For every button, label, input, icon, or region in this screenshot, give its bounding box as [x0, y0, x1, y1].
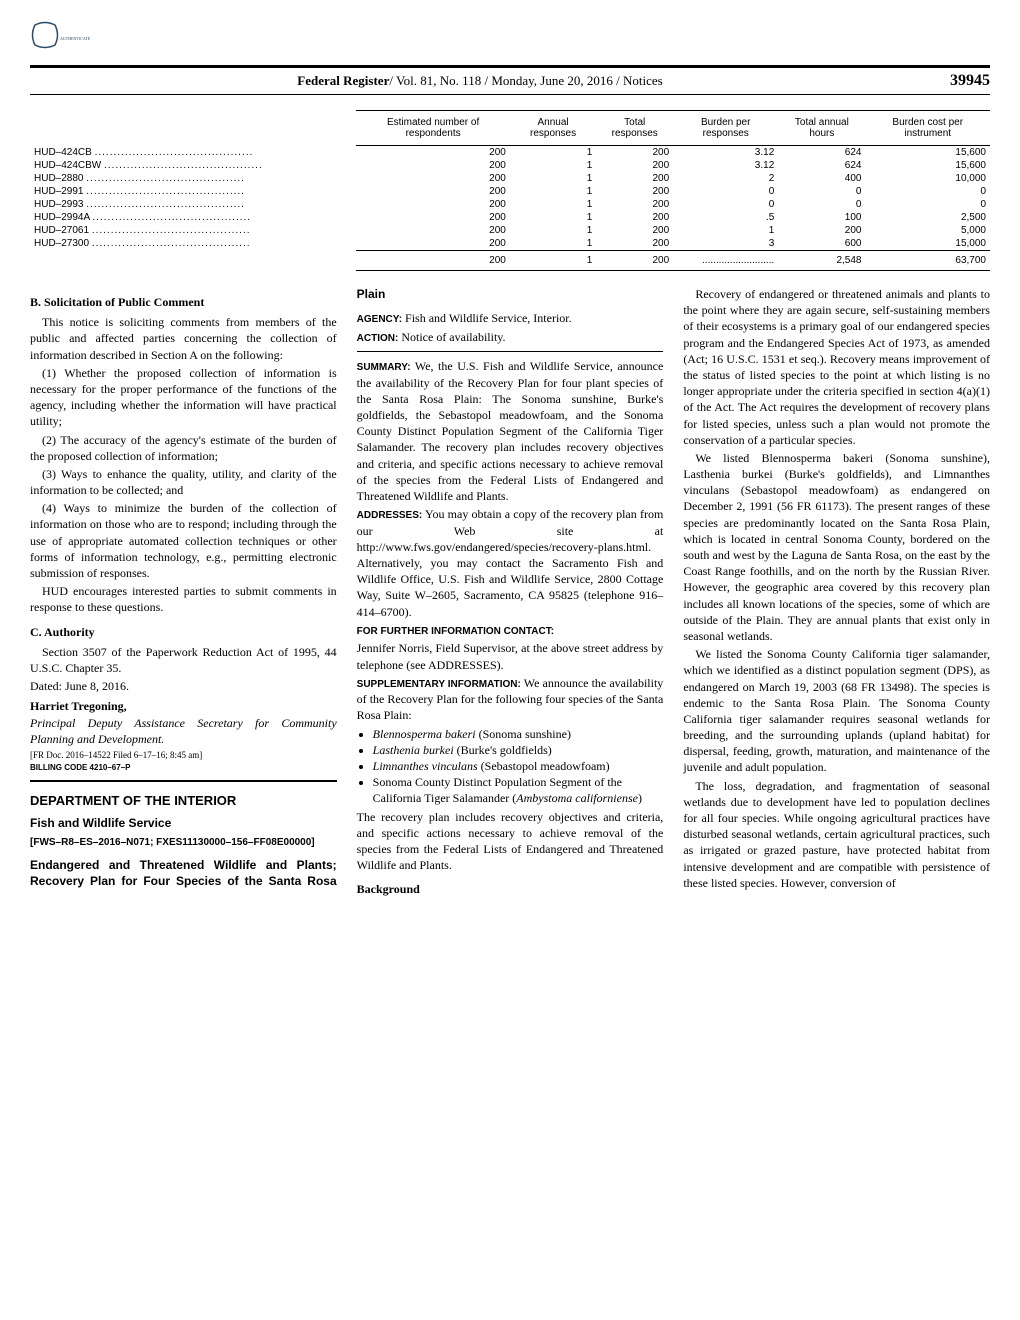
signature-title: Principal Deputy Assistance Secretary fo… — [30, 715, 337, 747]
gpo-seal-icon: AUTHENTICATED — [30, 20, 90, 60]
divider — [30, 780, 337, 782]
table-row: HUD–27061 ..............................… — [30, 224, 990, 237]
col-annual: Annual responses — [510, 111, 596, 146]
supplementary-after: The recovery plan includes recovery obje… — [357, 809, 664, 874]
service-heading: Fish and Wildlife Service — [30, 815, 337, 831]
page-number: 39945 — [930, 72, 990, 90]
list-item: Lasthenia burkei (Burke's goldfields) — [373, 742, 664, 758]
col-estimated: Estimated number of respondents — [356, 111, 509, 146]
table-row: HUD–2994A ..............................… — [30, 211, 990, 224]
section-b-p5: (4) Ways to minimize the burden of the c… — [30, 500, 337, 581]
col-burden-cost: Burden cost per instrument — [865, 111, 990, 146]
col-total-hours: Total annual hours — [778, 111, 865, 146]
list-item: Blennosperma bakeri (Sonoma sunshine) — [373, 726, 664, 742]
table-row: HUD–2880 ...............................… — [30, 172, 990, 185]
section-c-p1: Section 3507 of the Paperwork Reduction … — [30, 644, 337, 676]
docket-number: [FWS–R8–ES–2016–N071; FXES11130000–156–F… — [30, 836, 337, 850]
background-p4: The loss, degradation, and fragmentation… — [683, 778, 990, 891]
table-row: HUD–2993 ...............................… — [30, 198, 990, 211]
fr-doc-filing: [FR Doc. 2016–14522 Filed 6–17–16; 8:45 … — [30, 749, 337, 761]
agency-line: AGENCY: Fish and Wildlife Service, Inter… — [357, 310, 664, 327]
background-p1: Recovery of endangered or threatened ani… — [683, 286, 990, 448]
background-p2: We listed Blennosperma bakeri (Sonoma su… — [683, 450, 990, 644]
background-p3: We listed the Sonoma County California t… — [683, 646, 990, 776]
section-b-p2: (1) Whether the proposed collection of i… — [30, 365, 337, 430]
signature-name: Harriet Tregoning, — [30, 698, 337, 714]
table-row: HUD–424CB ..............................… — [30, 146, 990, 160]
table-row: HUD–27300 ..............................… — [30, 237, 990, 251]
section-b-p3: (2) The accuracy of the agency's estimat… — [30, 432, 337, 464]
burden-table: Estimated number of respondents Annual r… — [30, 110, 990, 271]
section-b-p1: This notice is soliciting comments from … — [30, 314, 337, 363]
table-row: HUD–2991 ...............................… — [30, 185, 990, 198]
species-list: Blennosperma bakeri (Sonoma sunshine) La… — [357, 726, 664, 807]
table-total-row: 200 1 200 .......................... 2,5… — [30, 251, 990, 271]
page-header: Federal Register/ Vol. 81, No. 118 / Mon… — [30, 65, 990, 95]
section-b-p6: HUD encourages interested parties to sub… — [30, 583, 337, 615]
contact-text: Jennifer Norris, Field Supervisor, at th… — [357, 640, 664, 672]
supplementary-block: SUPPLEMENTARY INFORMATION: We announce t… — [357, 675, 664, 724]
action-line: ACTION: Notice of availability. — [357, 329, 664, 346]
col-total-resp: Total responses — [596, 111, 673, 146]
department-heading: DEPARTMENT OF THE INTERIOR — [30, 792, 337, 810]
section-b-p4: (3) Ways to enhance the quality, utility… — [30, 466, 337, 498]
divider-thin — [357, 351, 664, 352]
list-item: Limnanthes vinculans (Sebastopol meadowf… — [373, 758, 664, 774]
section-c-heading: C. Authority — [30, 624, 337, 640]
section-b-heading: B. Solicitation of Public Comment — [30, 294, 337, 310]
contact-label: FOR FURTHER INFORMATION CONTACT: — [357, 622, 664, 639]
svg-text:AUTHENTICATED: AUTHENTICATED — [60, 36, 90, 41]
summary-block: SUMMARY: We, the U.S. Fish and Wildlife … — [357, 358, 664, 504]
table-row: HUD–424CBW .............................… — [30, 159, 990, 172]
background-heading: Background — [357, 881, 664, 897]
col-burden-per: Burden per responses — [673, 111, 778, 146]
header-citation: Federal Register/ Vol. 81, No. 118 / Mon… — [30, 73, 930, 89]
list-item: Sonoma County Distinct Population Segmen… — [373, 774, 664, 806]
billing-code: BILLING CODE 4210–67–P — [30, 763, 337, 774]
addresses-block: ADDRESSES: You may obtain a copy of the … — [357, 506, 664, 620]
dated-line: Dated: June 8, 2016. — [30, 678, 337, 694]
